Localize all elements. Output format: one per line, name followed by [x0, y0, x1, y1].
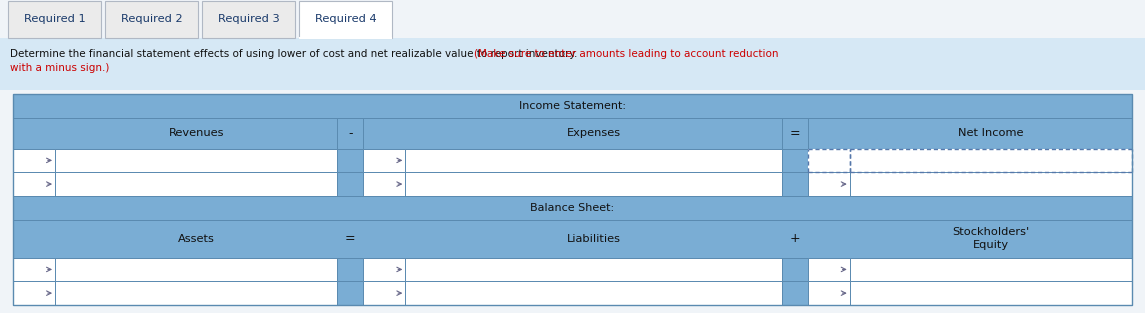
Bar: [782, 118, 807, 149]
Bar: [782, 172, 807, 196]
Bar: [850, 258, 1132, 281]
Bar: [363, 172, 405, 196]
Bar: [13, 281, 55, 305]
Bar: [13, 94, 1132, 118]
Text: +: +: [789, 232, 800, 245]
Bar: [0, 38, 1145, 90]
Text: -: -: [348, 127, 353, 140]
Text: =: =: [345, 232, 356, 245]
Bar: [13, 220, 1132, 258]
Bar: [55, 172, 338, 196]
Bar: [850, 172, 1132, 196]
Bar: [105, 1, 198, 38]
Text: Stockholders'
Equity: Stockholders' Equity: [953, 227, 1029, 250]
Bar: [363, 149, 405, 172]
Text: Assets: Assets: [177, 233, 214, 244]
Text: Net Income: Net Income: [958, 128, 1024, 138]
Bar: [13, 118, 1132, 149]
Bar: [13, 149, 55, 172]
Text: Determine the financial statement effects of using lower of cost and net realiza: Determine the financial statement effect…: [10, 49, 581, 59]
Text: with a minus sign.): with a minus sign.): [10, 63, 110, 73]
Bar: [8, 1, 101, 38]
Bar: [405, 281, 782, 305]
Text: Balance Sheet:: Balance Sheet:: [530, 203, 615, 213]
Text: Revenues: Revenues: [168, 128, 224, 138]
Text: Income Statement:: Income Statement:: [519, 101, 626, 111]
Bar: [13, 172, 55, 196]
Bar: [13, 94, 1132, 305]
Bar: [13, 196, 1132, 220]
Bar: [807, 258, 850, 281]
Text: Required 3: Required 3: [218, 14, 279, 24]
Bar: [338, 258, 363, 281]
Bar: [338, 281, 363, 305]
Bar: [405, 149, 782, 172]
Bar: [55, 281, 338, 305]
Bar: [338, 118, 363, 149]
Bar: [850, 149, 1132, 172]
Text: Expenses: Expenses: [567, 128, 621, 138]
Text: Required 2: Required 2: [120, 14, 182, 24]
Bar: [55, 258, 338, 281]
Text: Required 4: Required 4: [315, 14, 377, 24]
Bar: [363, 281, 405, 305]
Text: =: =: [789, 127, 800, 140]
Bar: [338, 172, 363, 196]
Bar: [807, 281, 850, 305]
Bar: [850, 281, 1132, 305]
Bar: [338, 149, 363, 172]
Text: Required 1: Required 1: [24, 14, 86, 24]
Bar: [405, 258, 782, 281]
Bar: [807, 172, 850, 196]
Text: (Make sure to enter amounts leading to account reduction: (Make sure to enter amounts leading to a…: [474, 49, 779, 59]
Bar: [363, 258, 405, 281]
Bar: [202, 1, 295, 38]
Bar: [299, 1, 392, 38]
Text: Liabilities: Liabilities: [567, 233, 621, 244]
Bar: [807, 149, 850, 172]
Bar: [782, 149, 807, 172]
Bar: [405, 172, 782, 196]
Bar: [782, 281, 807, 305]
Bar: [13, 258, 55, 281]
Bar: [55, 149, 338, 172]
Bar: [782, 258, 807, 281]
